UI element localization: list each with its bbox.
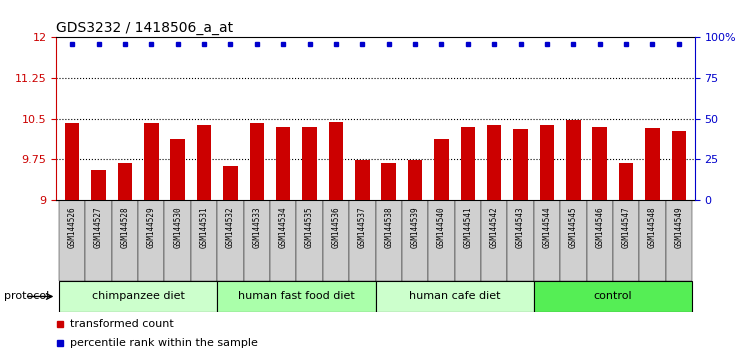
Text: human cafe diet: human cafe diet — [409, 291, 500, 302]
Bar — [144, 124, 158, 200]
Text: GSM144539: GSM144539 — [411, 206, 420, 248]
Text: GSM144533: GSM144533 — [252, 206, 261, 248]
Bar — [587, 200, 613, 281]
Text: GSM144526: GSM144526 — [68, 206, 77, 248]
Bar — [59, 200, 86, 281]
Text: GSM144544: GSM144544 — [542, 206, 551, 248]
Bar — [217, 200, 243, 281]
Text: GSM144536: GSM144536 — [331, 206, 340, 248]
Bar — [249, 124, 264, 200]
Text: GSM144535: GSM144535 — [305, 206, 314, 248]
Bar — [645, 129, 659, 200]
Text: GSM144527: GSM144527 — [94, 206, 103, 248]
Text: GSM144531: GSM144531 — [200, 206, 209, 248]
Text: chimpanzee diet: chimpanzee diet — [92, 291, 185, 302]
Bar — [434, 139, 448, 200]
Bar — [560, 200, 587, 281]
Bar — [454, 200, 481, 281]
Text: GSM144538: GSM144538 — [385, 206, 394, 248]
Text: GSM144542: GSM144542 — [490, 206, 499, 248]
Text: transformed count: transformed count — [71, 319, 174, 329]
Bar — [92, 170, 106, 200]
Text: GSM144532: GSM144532 — [226, 206, 235, 248]
Bar — [270, 200, 297, 281]
Bar — [323, 200, 349, 281]
Text: GSM144530: GSM144530 — [173, 206, 182, 248]
Bar — [487, 125, 502, 200]
Text: protocol: protocol — [4, 291, 49, 302]
Text: GSM144545: GSM144545 — [569, 206, 578, 248]
Bar — [112, 200, 138, 281]
Bar — [243, 200, 270, 281]
Bar — [639, 200, 665, 281]
Bar — [349, 200, 376, 281]
Text: GSM144540: GSM144540 — [437, 206, 446, 248]
Text: GSM144537: GSM144537 — [357, 206, 366, 248]
Text: GSM144549: GSM144549 — [674, 206, 683, 248]
Bar — [223, 166, 237, 200]
Bar — [303, 127, 317, 200]
Bar — [59, 281, 217, 312]
Bar — [481, 200, 508, 281]
Text: human fast food diet: human fast food diet — [238, 291, 354, 302]
Bar — [376, 281, 534, 312]
Text: GSM144541: GSM144541 — [463, 206, 472, 248]
Text: GSM144548: GSM144548 — [648, 206, 657, 248]
Text: GSM144529: GSM144529 — [146, 206, 155, 248]
Bar — [508, 200, 534, 281]
Bar — [428, 200, 454, 281]
Bar — [86, 200, 112, 281]
Text: GDS3232 / 1418506_a_at: GDS3232 / 1418506_a_at — [56, 21, 234, 35]
Bar — [671, 131, 686, 200]
Text: GSM144534: GSM144534 — [279, 206, 288, 248]
Text: GSM144528: GSM144528 — [120, 206, 129, 248]
Bar — [619, 163, 633, 200]
Text: GSM144546: GSM144546 — [596, 206, 605, 248]
Bar — [297, 200, 323, 281]
Bar — [402, 200, 428, 281]
Bar — [355, 160, 369, 200]
Bar — [540, 125, 554, 200]
Bar — [329, 122, 343, 200]
Bar — [65, 124, 80, 200]
Bar — [460, 127, 475, 200]
Bar — [408, 160, 422, 200]
Bar — [118, 163, 132, 200]
Bar — [534, 200, 560, 281]
Bar — [613, 200, 639, 281]
Text: control: control — [593, 291, 632, 302]
Bar — [376, 200, 402, 281]
Bar — [593, 127, 607, 200]
Bar — [514, 130, 528, 200]
Bar — [382, 163, 396, 200]
Text: GSM144547: GSM144547 — [622, 206, 631, 248]
Bar — [170, 139, 185, 200]
Text: GSM144543: GSM144543 — [516, 206, 525, 248]
Text: percentile rank within the sample: percentile rank within the sample — [71, 338, 258, 348]
Bar — [164, 200, 191, 281]
Bar — [276, 127, 291, 200]
Bar — [665, 200, 692, 281]
Bar — [217, 281, 376, 312]
Bar — [566, 120, 581, 200]
Bar — [138, 200, 164, 281]
Bar — [197, 125, 211, 200]
Bar — [191, 200, 217, 281]
Bar — [534, 281, 692, 312]
